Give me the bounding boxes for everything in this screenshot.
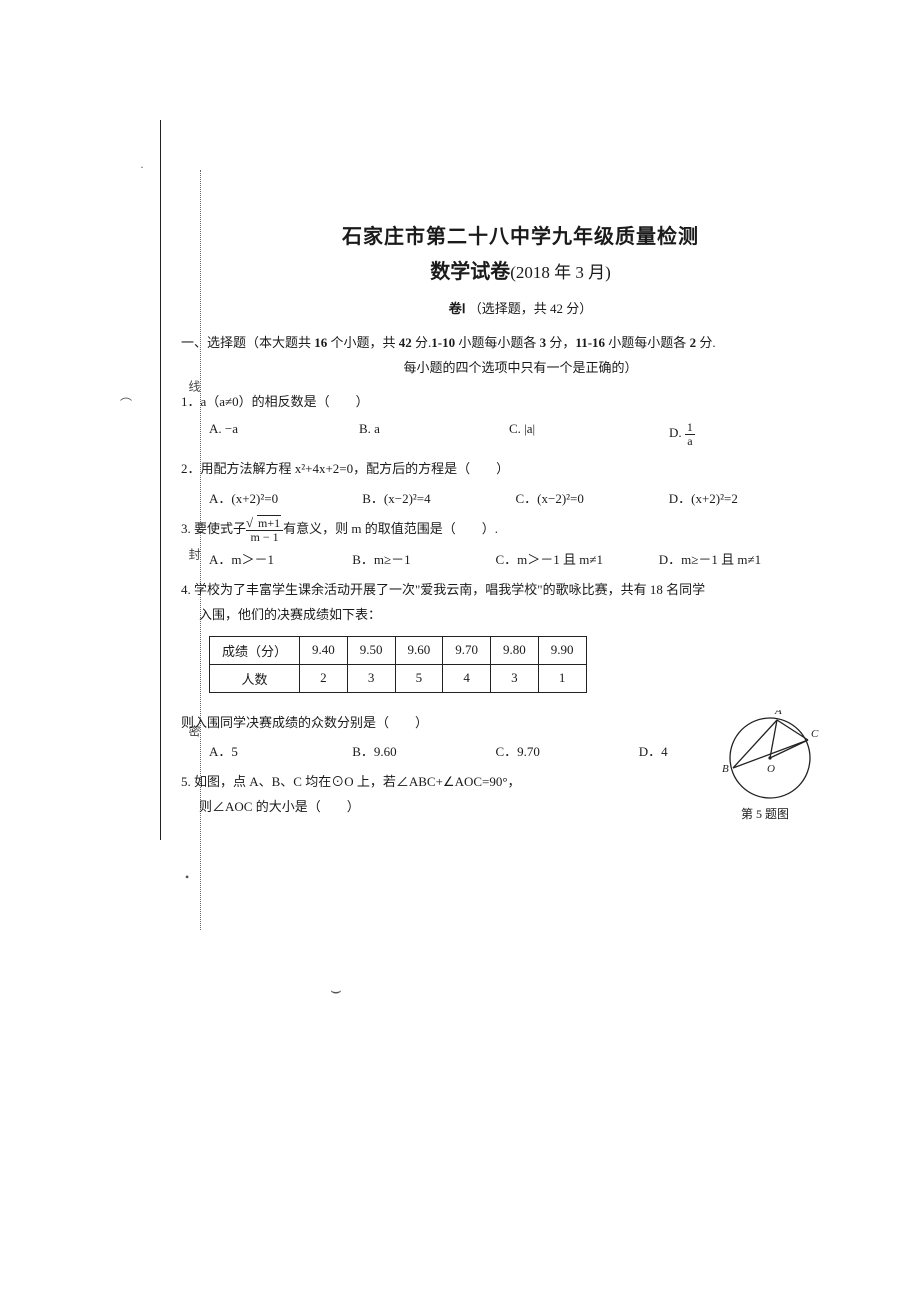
td-0: 人数 (210, 664, 300, 692)
q2-stem: 2．用配方法解方程 x²+4x+2=0，配方后的方程是（ ） (181, 457, 860, 482)
td-3: 5 (395, 664, 443, 692)
exam-subtitle-bold: 数学试卷 (430, 261, 510, 283)
stray-mark-1: · (140, 160, 144, 175)
q1-optD-den: a (685, 435, 695, 448)
q3-optD: D．m≥－1 且 m≠1 (659, 549, 819, 568)
q3-optC: C．m＞－1 且 m≠1 (496, 549, 656, 568)
q1-optD-num: 1 (685, 421, 695, 435)
table-row-head: 成绩（分） 9.40 9.50 9.60 9.70 9.80 9.90 (210, 636, 587, 664)
td-1: 2 (300, 664, 348, 692)
td-6: 1 (538, 664, 586, 692)
td-5: 3 (491, 664, 539, 692)
th-2: 9.50 (347, 636, 395, 664)
q4-stem-l2: 入围，他们的决赛成绩如下表： (181, 603, 860, 628)
q3-sqrt: m+1 (248, 517, 281, 530)
q3-options: A．m＞－1 B．m≥－1 C．m＞－1 且 m≠1 D．m≥－1 且 m≠1 (181, 549, 860, 568)
q2-optA: A．(x+2)²=0 (209, 488, 359, 507)
td-4: 4 (443, 664, 491, 692)
q3-rad: m+1 (257, 515, 281, 530)
instr-t2: 个小题，共 (327, 335, 399, 350)
lbl-B: B (722, 763, 729, 775)
q3-frac-den: m − 1 (246, 531, 283, 544)
instr-b5: 11-16 (575, 335, 605, 350)
q2-options: A．(x+2)²=0 B．(x−2)²=4 C．(x−2)²=0 D．(x+2)… (181, 488, 860, 507)
exam-page: 石家庄市第二十八中学九年级质量检测 数学试卷(2018 年 3 月) 卷Ⅰ （选… (160, 120, 860, 840)
q4-stem-l1: 4. 学校为了丰富学生课余活动开展了一次"爱我云南，唱我学校"的歌咏比赛，共有 … (181, 578, 860, 603)
th-3: 9.60 (395, 636, 443, 664)
q2-optC: C．(x−2)²=0 (516, 488, 666, 507)
th-4: 9.70 (443, 636, 491, 664)
q4-optC: C．9.70 (496, 741, 636, 760)
table-row-data: 人数 2 3 5 4 3 1 (210, 664, 587, 692)
q1-optC: C. |a| (509, 421, 669, 447)
instr-t4: 小题每小题各 (455, 335, 540, 350)
stray-mark-3: • (185, 870, 189, 885)
q3-optA: A．m＞－1 (209, 549, 349, 568)
section-instructions: 一、选择题（本大题共 16 个小题，共 42 分.1-10 小题每小题各 3 分… (181, 331, 860, 380)
q4-optA: A．5 (209, 741, 349, 760)
th-0: 成绩（分） (210, 636, 300, 664)
q3-frac-num: m+1 (246, 517, 283, 531)
instr-t7: 分. (696, 335, 716, 350)
instr-t6: 小题每小题各 (605, 335, 690, 350)
q1-optA: A. −a (181, 421, 359, 447)
q3-pre: 3. 要使式子 (181, 521, 246, 536)
th-1: 9.40 (300, 636, 348, 664)
q3-optB: B．m≥－1 (352, 549, 492, 568)
instr-t1: 一、选择题（本大题共 (181, 335, 314, 350)
volume-label: 卷Ⅰ （选择题，共 42 分） (181, 298, 860, 317)
stray-mark-4: ⌣ (330, 980, 342, 1001)
q4-table: 成绩（分） 9.40 9.50 9.60 9.70 9.80 9.90 人数 2… (209, 636, 587, 693)
q4-optB: B．9.60 (352, 741, 492, 760)
instr-b3: 1-10 (431, 335, 455, 350)
instr-line2: 每小题的四个选项中只有一个是正确的） (181, 356, 860, 381)
q2-optB: B．(x−2)²=4 (362, 488, 512, 507)
q1-optD-frac: 1a (685, 421, 695, 447)
exam-subtitle-date: (2018 年 3 月) (510, 263, 611, 282)
exam-subtitle: 数学试卷(2018 年 3 月) (181, 255, 860, 284)
q3-frac: m+1m − 1 (246, 517, 283, 543)
q5-caption: 第 5 题图 (700, 805, 830, 822)
lbl-O: O (767, 763, 775, 775)
q1-stem: 1．a（a≠0）的相反数是（ ） (181, 390, 860, 415)
q3-post: 有意义，则 m 的取值范围是（ ）. (283, 521, 498, 536)
q2-optD: D．(x+2)²=2 (669, 488, 819, 507)
q1-optD-pre: D. (669, 425, 685, 440)
instr-t3: 分. (412, 335, 432, 350)
volume-label-rest: （选择题，共 42 分） (469, 301, 593, 316)
th-5: 9.80 (491, 636, 539, 664)
th-6: 9.90 (538, 636, 586, 664)
q1-optD: D. 1a (669, 421, 829, 447)
q1-options: A. −a B. a C. |a| D. 1a (181, 421, 860, 447)
q5-figure: A C B O 第 5 题图 (700, 710, 830, 822)
volume-label-bold: 卷Ⅰ (449, 301, 466, 316)
instr-t5: 分， (546, 335, 575, 350)
lbl-A: A (774, 710, 782, 717)
q5-circle-diagram: A C B O (705, 710, 825, 805)
td-2: 3 (347, 664, 395, 692)
lbl-C: C (811, 728, 819, 740)
instr-b1: 16 (314, 335, 327, 350)
q3-stem: 3. 要使式子m+1m − 1有意义，则 m 的取值范围是（ ）. (181, 517, 860, 543)
exam-title: 石家庄市第二十八中学九年级质量检测 (181, 220, 860, 249)
instr-b2: 42 (399, 335, 412, 350)
q1-optB: B. a (359, 421, 509, 447)
stray-mark-2: ⌒ (120, 395, 132, 412)
